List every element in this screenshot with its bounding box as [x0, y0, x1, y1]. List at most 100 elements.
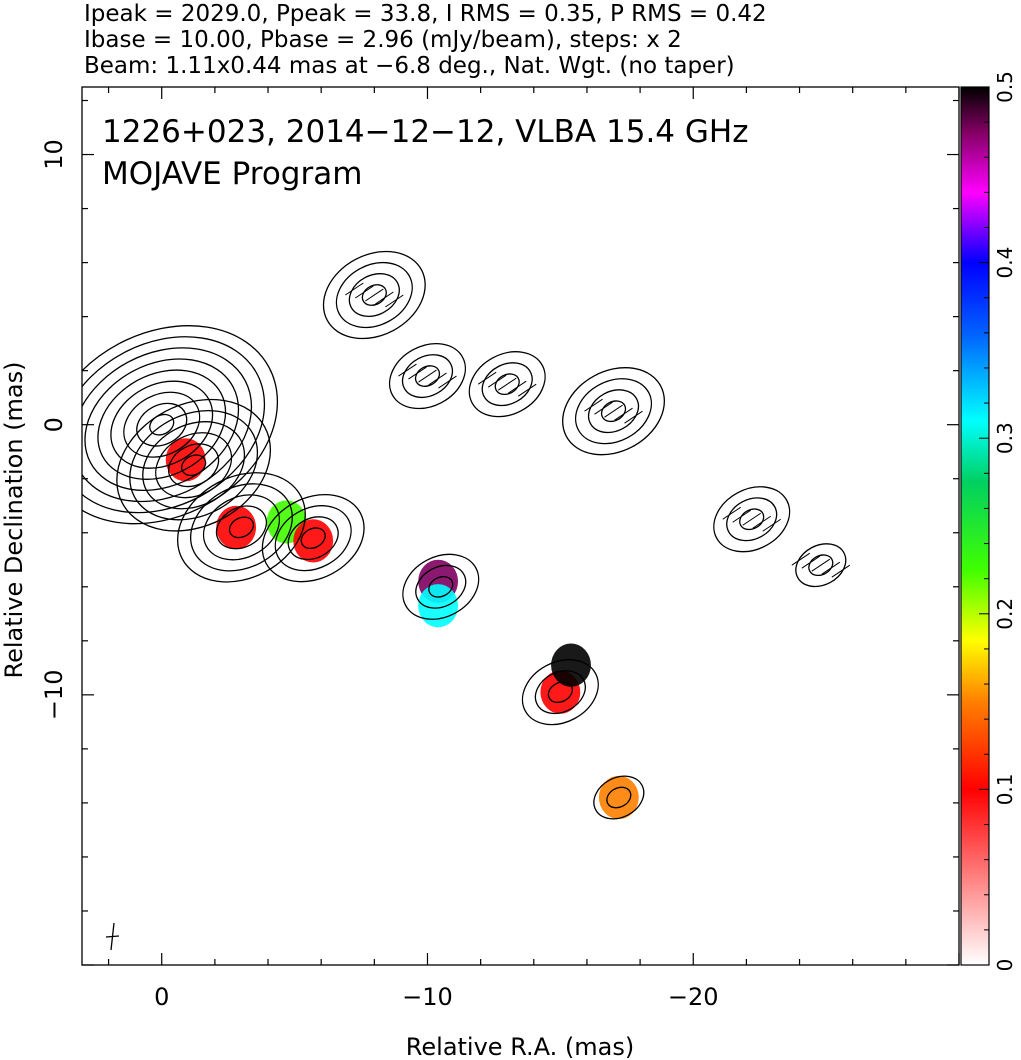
colorbar-tick-label: 0.5: [993, 71, 1017, 103]
contour-component-0: [82, 325, 279, 525]
contour-level: [274, 505, 352, 572]
colorbar: [960, 86, 990, 966]
contour-level: [84, 358, 240, 492]
polarization-vector: [624, 410, 643, 424]
contour-component-10: [402, 553, 480, 620]
header-line-3: Beam: 1.11x0.44 mas at −6.8 deg., Nat. W…: [84, 53, 735, 79]
contour-level: [82, 336, 266, 514]
polarization-vector: [604, 404, 623, 418]
contour-component-4: [322, 250, 426, 340]
polarization-vector: [507, 380, 527, 394]
polarization-vector: [398, 363, 417, 377]
polarization-vector: [791, 552, 811, 566]
polarization-vector: [365, 288, 384, 302]
polarization-vector: [487, 374, 507, 388]
polarization-vector: [418, 369, 437, 383]
contour-component-8: [713, 486, 791, 553]
polarization-vector: [345, 282, 364, 296]
polarization-blob-1: [216, 505, 257, 549]
polarization-vector: [831, 564, 851, 578]
polarization-vector: [752, 515, 771, 529]
contour-level: [574, 378, 653, 445]
colorbar-tick-label: 0: [993, 959, 1017, 972]
contour-level: [82, 347, 253, 503]
polarization-vector: [811, 558, 831, 572]
header-line-2: Ibase = 10.00, Pbase = 2.96 (mJy/beam), …: [84, 27, 682, 53]
contour-level: [348, 273, 400, 317]
contour-level: [215, 505, 268, 550]
contour-component-1: [116, 398, 272, 532]
contour-level: [228, 516, 255, 539]
contour-level: [606, 786, 632, 809]
x-tick-label: −20: [668, 983, 719, 1011]
contour-level: [155, 432, 233, 499]
contour-level: [795, 543, 847, 588]
polarization-vector: [722, 506, 741, 520]
program-label: MOJAVE Program: [102, 156, 362, 192]
polarization-vector: [594, 401, 613, 415]
contour-level: [129, 409, 259, 521]
x-tick-label: −10: [402, 983, 453, 1011]
contour-level: [593, 775, 645, 820]
contour-level: [534, 670, 586, 715]
polarization-vector: [801, 555, 821, 569]
contour-level: [142, 421, 246, 510]
polarization-vector: [408, 366, 427, 380]
contour-level: [176, 472, 306, 583]
polarization-vector: [614, 407, 633, 421]
polarization-vector: [375, 291, 394, 305]
x-axis-label: Relative R.A. (mas): [406, 1033, 634, 1060]
contour-level: [713, 486, 791, 553]
contour-component-3: [261, 493, 365, 583]
contour-level: [388, 343, 467, 410]
contour-level: [300, 527, 326, 550]
polarization-vector: [497, 377, 517, 391]
colorbar-tick-label: 0.1: [993, 773, 1017, 805]
plot-frame: [81, 86, 960, 966]
contour-layer: [82, 250, 847, 820]
polarization-vector: [428, 372, 447, 386]
x-tick-label: 0: [154, 983, 169, 1011]
polarization-vector: [517, 383, 537, 397]
polarization-vector: [477, 371, 497, 385]
axes: 0 −10 −20 −10 0 10: [40, 87, 960, 1011]
contour-level: [414, 365, 441, 387]
contour-level: [562, 367, 666, 456]
contour-level: [808, 554, 834, 577]
y-tick-label: 10: [40, 139, 68, 170]
colorbar-tick-label: 0.3: [993, 422, 1017, 454]
source-label: 1226+023, 2014−12−12, VLBA 15.4 GHz: [102, 114, 748, 150]
polarization-vector: [584, 398, 603, 412]
colorbar-tick-label: 0.4: [993, 247, 1017, 279]
contour-component-6: [468, 351, 546, 418]
contour-level: [494, 373, 520, 396]
contour-level: [168, 443, 220, 488]
contour-component-5: [388, 343, 467, 410]
contour-level: [739, 508, 765, 531]
contour-level: [521, 659, 599, 726]
polarization-vector: [742, 512, 761, 526]
contour-level: [600, 400, 627, 423]
contour-level: [587, 389, 640, 434]
y-tick-label: −10: [40, 670, 68, 721]
polarization-vector: [438, 375, 457, 389]
polarization-vectors: [345, 282, 851, 578]
contour-level: [335, 261, 413, 329]
contour-level: [428, 575, 454, 598]
polarization-blob-3: [293, 519, 334, 563]
contour-level: [181, 454, 207, 477]
contour-component-9: [795, 543, 847, 588]
polarization-vector: [385, 294, 404, 308]
contour-level: [481, 362, 533, 407]
polarization-vector: [355, 285, 374, 299]
beam-marker: [105, 922, 120, 951]
polarization-vector: [762, 518, 781, 532]
contour-level: [287, 516, 339, 561]
contour-level: [322, 250, 426, 340]
polarization-vector: [732, 509, 751, 523]
polarization-blob-8: [598, 775, 639, 820]
contour-component-12: [593, 775, 645, 820]
polarization-blob-7: [551, 643, 591, 687]
contour-level: [547, 681, 573, 704]
